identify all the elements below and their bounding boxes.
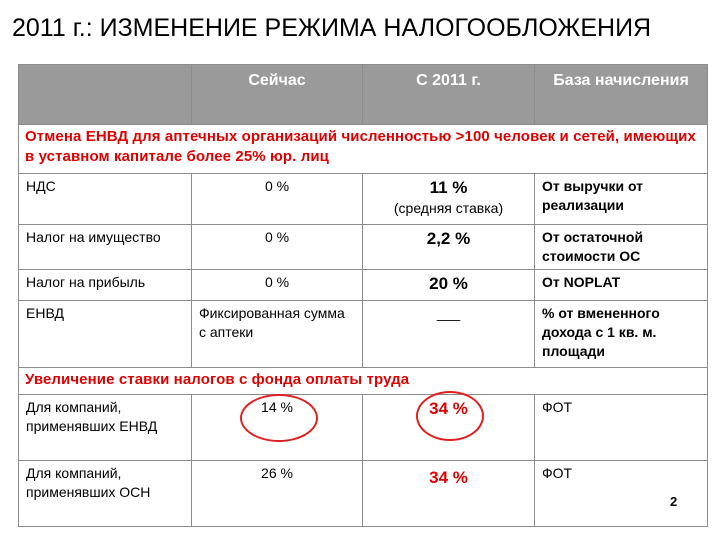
section-row-envd-cancel: Отмена ЕНВД для аптечных организаций чис… xyxy=(18,124,708,174)
table-row: ЕНВД Фиксированная сумма с аптеки ___ % … xyxy=(18,300,708,368)
header-empty xyxy=(18,64,192,125)
tax-name: ЕНВД xyxy=(18,300,192,368)
table-row: Для компаний, применявших ОСН 26 % 34 % … xyxy=(18,460,708,527)
rate-2011-value: 20 % xyxy=(429,274,468,293)
header-row: Сейчас С 2011 г. База начисления xyxy=(18,64,708,125)
header-base: База начисления xyxy=(534,64,708,125)
rate-2011: 34 % xyxy=(362,460,535,527)
tax-name: Налог на имущество xyxy=(18,224,192,270)
tax-base: ФОТ xyxy=(534,394,708,461)
rate-now: 26 % xyxy=(191,460,363,527)
tax-base: % от вмененного дохода с 1 кв. м. площад… xyxy=(534,300,708,368)
rate-now: 14 % xyxy=(191,394,363,461)
page-number: 2 xyxy=(670,494,678,509)
tax-base: От NOPLAT xyxy=(534,269,708,301)
header-2011: С 2011 г. xyxy=(362,64,535,125)
tax-base: ФОТ xyxy=(534,460,708,527)
rate-2011: 11 % (средняя ставка) xyxy=(362,173,535,225)
table-row: Налог на прибыль 0 % 20 % От NOPLAT xyxy=(18,269,708,301)
rate-2011-value: 34 % xyxy=(429,468,468,487)
table-row: Налог на имущество 0 % 2,2 % От остаточн… xyxy=(18,224,708,270)
rate-2011: 2,2 % xyxy=(362,224,535,270)
table-row: Для компаний, применявших ЕНВД 14 % 34 %… xyxy=(18,394,708,461)
rate-now: 0 % xyxy=(191,269,363,301)
tax-base: От остаточной стоимости ОС xyxy=(534,224,708,270)
tax-name: НДС xyxy=(18,173,192,225)
tax-name: Налог на прибыль xyxy=(18,269,192,301)
rate-2011-value: 34 % xyxy=(429,399,468,418)
header-now: Сейчас xyxy=(191,64,363,125)
table-row: НДС 0 % 11 % (средняя ставка) От выручки… xyxy=(18,173,708,225)
rate-now: Фиксированная сумма с аптеки xyxy=(191,300,363,368)
rate-2011: ___ xyxy=(362,300,535,368)
rate-now: 0 % xyxy=(191,224,363,270)
rate-now: 0 % xyxy=(191,173,363,225)
company-type: Для компаний, применявших ЕНВД xyxy=(18,394,192,461)
rate-2011-value: 2,2 % xyxy=(426,229,471,248)
section-title: Увеличение ставки налогов с фонда оплаты… xyxy=(18,367,708,395)
tax-regime-table: Сейчас С 2011 г. База начисления Отмена … xyxy=(18,64,708,527)
section-row-payroll: Увеличение ставки налогов с фонда оплаты… xyxy=(18,367,708,395)
company-type: Для компаний, применявших ОСН xyxy=(18,460,192,527)
rate-2011: 34 % xyxy=(362,394,535,461)
rate-2011-value: 11 % xyxy=(429,178,468,197)
rate-2011: 20 % xyxy=(362,269,535,301)
rate-2011-note: (средняя ставка) xyxy=(393,200,504,216)
slide-title: 2011 г.: ИЗМЕНЕНИЕ РЕЖИМА НАЛОГООБЛОЖЕНИ… xyxy=(12,14,652,42)
section-title: Отмена ЕНВД для аптечных организаций чис… xyxy=(18,124,708,174)
tax-base: От выручки от реализации xyxy=(534,173,708,225)
